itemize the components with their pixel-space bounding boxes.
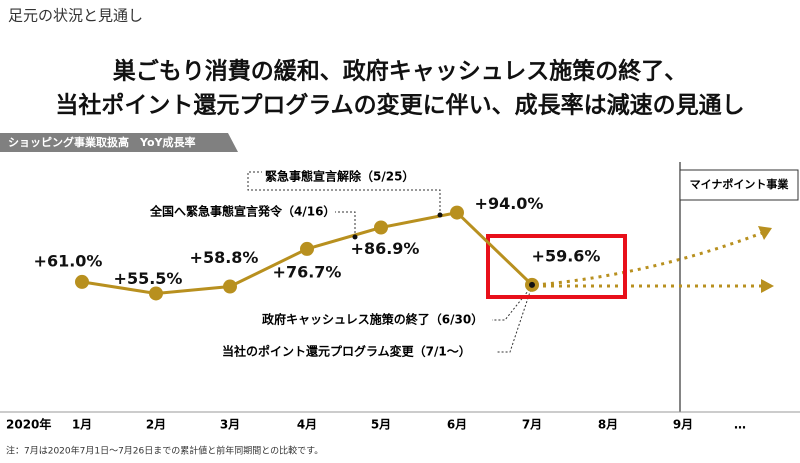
value-label: +86.9% <box>351 239 420 258</box>
annotation-dot <box>437 212 443 218</box>
point <box>149 286 163 301</box>
annotation: 全国へ緊急事態宣言発令（4/16） <box>149 204 335 219</box>
highlight-box <box>486 234 627 299</box>
value-label: +76.7% <box>273 262 342 281</box>
title-line: 当社ポイント還元プログラムの変更に伴い、成長率は減速の見通し <box>55 92 744 119</box>
point <box>450 205 464 220</box>
arrow-head <box>758 226 772 240</box>
point <box>75 274 89 289</box>
x-tick-label: 2月 <box>146 418 166 432</box>
leader <box>335 211 356 237</box>
value-label: +58.8% <box>190 248 259 267</box>
title-line: 巣ごもり消費の緩和、政府キャッシュレス施策の終了、 <box>112 58 688 85</box>
point <box>300 241 314 256</box>
x-tick-label: 4月 <box>297 418 317 432</box>
footnote: 注：7月は2020年7月1日～7月26日までの累計値と前年同期間との比較です。 <box>6 445 323 457</box>
value-label: +61.0% <box>34 251 103 270</box>
value-label: +94.0% <box>475 194 544 213</box>
header: 足元の状況と見通し <box>8 7 143 25</box>
x-tick-label: 8月 <box>598 418 618 432</box>
value-label: +59.6% <box>532 246 601 265</box>
value-label: +55.5% <box>114 269 183 288</box>
leader <box>496 285 533 353</box>
region-box <box>679 169 799 201</box>
x-tick-label: 7月 <box>522 418 542 432</box>
annotation-dot <box>352 234 358 240</box>
x-tick-label: 9月 <box>673 418 693 432</box>
x-tick-label: … <box>734 418 746 432</box>
annotation: 緊急事態宣言解除（5/25） <box>265 169 414 184</box>
point <box>223 279 237 294</box>
leader <box>247 171 441 215</box>
annotation: 当社のポイント還元プログラム変更（7/1～） <box>222 344 471 359</box>
x-tick-label: 1月 <box>72 418 92 432</box>
x-tick-label: 5月 <box>371 418 391 432</box>
annotation: 政府キャッシュレス施策の終了（6/30） <box>262 312 483 327</box>
arrow-head <box>761 279 774 293</box>
x-tick-label: 6月 <box>447 418 467 432</box>
subtitle: ショッピング事業取扱高 YoY成長率 <box>8 135 195 149</box>
year-label: 2020年 <box>6 417 51 432</box>
point <box>374 220 388 235</box>
x-tick-label: 3月 <box>220 418 240 432</box>
leader <box>492 285 533 321</box>
region-label: マイナポイント事業 <box>690 177 790 191</box>
subtitle-tag <box>0 133 238 152</box>
point-center <box>529 281 535 288</box>
